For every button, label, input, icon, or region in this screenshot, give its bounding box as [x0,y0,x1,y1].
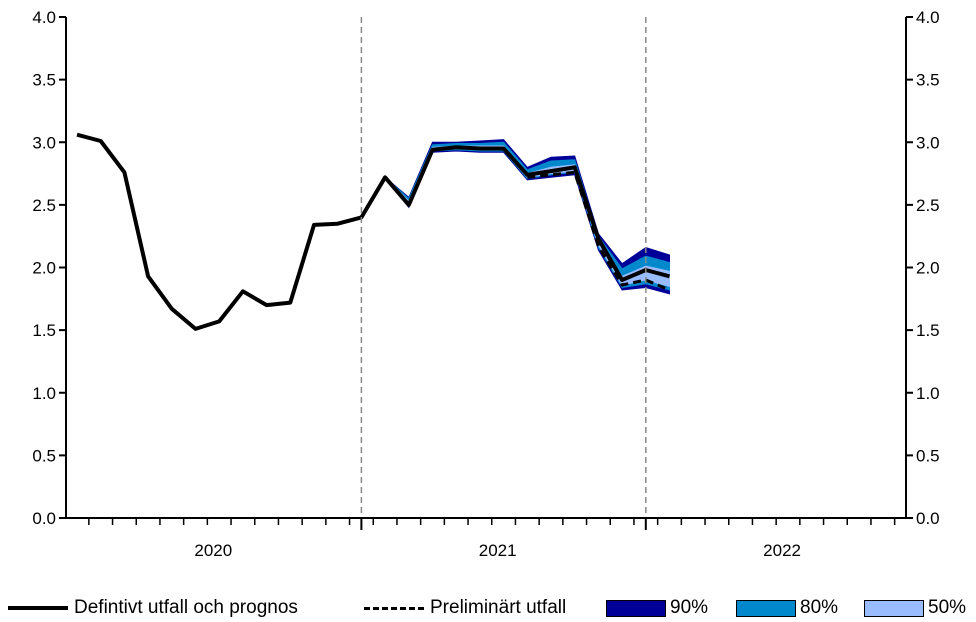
legend-item-dashed: Preliminärt utfall [364,596,566,620]
y-tick-label-left: 3.0 [32,133,56,152]
legend-item-band-90: 90% [606,596,708,620]
y-tick-label-left: 4.0 [32,8,56,27]
legend-label-80: 80% [800,597,839,618]
y-tick-label-right: 2.5 [916,196,940,215]
legend-label-solid: Defintivt utfall och prognos [74,597,298,618]
y-tick-label-left: 1.0 [32,384,56,403]
y-tick-label-right: 0.5 [916,446,940,465]
y-tick-label-right: 4.0 [916,8,940,27]
legend-item-band-50: 50% [864,596,966,620]
legend-item-solid: Defintivt utfall och prognos [8,596,298,620]
dashed-line-sample [364,606,424,610]
solid-line-sample [8,606,68,610]
year-label-2021: 2021 [479,541,517,560]
y-tick-label-right: 3.5 [916,71,940,90]
y-tick-label-right: 1.5 [916,321,940,340]
y-tick-label-left: 2.0 [32,259,56,278]
y-tick-label-right: 0.0 [916,509,940,528]
definitive-series-line [76,132,671,331]
year-label-2022: 2022 [763,541,801,560]
y-tick-label-left: 3.5 [32,71,56,90]
y-tick-label-right: 3.0 [916,133,940,152]
y-tick-label-left: 0.0 [32,509,56,528]
year-label-2020: 2020 [194,541,232,560]
legend: Defintivt utfall och prognos Preliminärt… [0,594,976,622]
y-tick-label-left: 2.5 [32,196,56,215]
y-tick-label-left: 0.5 [32,446,56,465]
legend-label-50: 50% [928,597,967,618]
y-tick-label-right: 2.0 [916,259,940,278]
swatch-80 [736,599,796,617]
tick-labels: 0.0 0.0 0.5 0.5 1.0 1.0 1.5 1.5 2.0 2.0 2.5 2.5 3.0 3… [32,8,939,560]
y-tick-label-right: 1.0 [916,384,940,403]
legend-item-band-80: 80% [736,596,838,620]
legend-label-dashed: Preliminärt utfall [430,597,567,618]
swatch-50 [864,599,924,617]
axes [59,16,913,530]
series-lines [76,132,671,331]
y-tick-label-left: 1.5 [32,321,56,340]
legend-label-90: 90% [670,597,709,618]
swatch-90 [606,599,666,617]
